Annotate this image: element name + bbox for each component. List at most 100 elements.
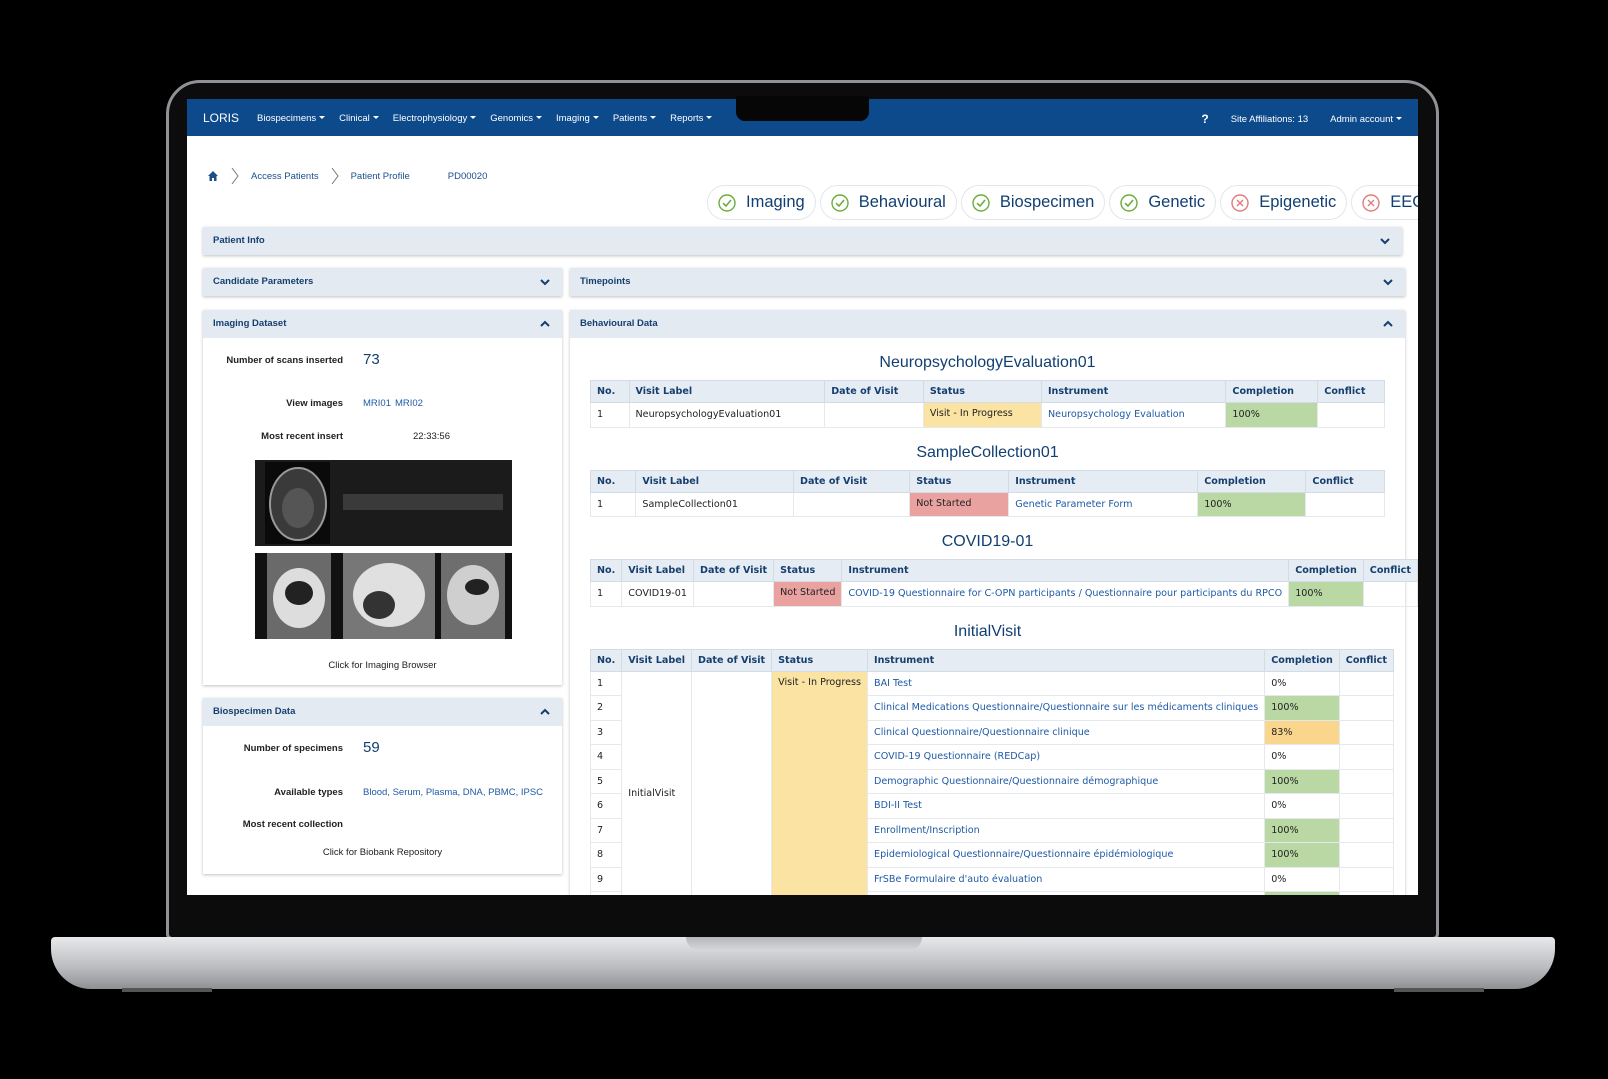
- panel-header[interactable]: Candidate Parameters: [203, 268, 562, 296]
- table-row: 1 InitialVisit Visit - In Progress BAI Test…: [589, 670, 1394, 895]
- cell-instrument[interactable]: Clinical Questionnaire/Questionnaire cli…: [867, 719, 1266, 745]
- cell-conflict: [1317, 402, 1385, 428]
- cell-conflict: [1338, 891, 1394, 895]
- menu-item[interactable]: Patients: [613, 113, 656, 124]
- cell-instrument[interactable]: MBI-C (OPN): [867, 891, 1266, 895]
- table-row: 1 SampleCollection01 Not Started Genetic Pa…: [589, 491, 1385, 517]
- cell-instrument[interactable]: Genetic Parameter Form: [1008, 491, 1199, 517]
- menu-item[interactable]: Electrophysiology: [393, 113, 476, 124]
- cell-conflict: [1362, 581, 1418, 607]
- cell-instrument[interactable]: Neuropsychology Evaluation: [1040, 402, 1227, 428]
- caret: [1383, 320, 1393, 327]
- cell-instrument[interactable]: COVID-19 Questionnaire for C-OPN partici…: [841, 581, 1290, 607]
- cross-icon: [1362, 193, 1380, 212]
- cell-instrument[interactable]: Clinical Medications Questionnaire/Quest…: [867, 695, 1266, 721]
- modality-badge: Imaging: [707, 185, 816, 220]
- table-body: 1 InitialVisit Visit - In Progress BAI Test…: [589, 670, 1394, 895]
- field-label: Available types: [274, 787, 343, 798]
- cell-no: 1: [589, 491, 637, 517]
- menu-item[interactable]: Genomics: [490, 113, 542, 124]
- cell-completion: 100%: [1197, 491, 1307, 517]
- header-row: No. Visit Label Date of Visit Status Instrum…: [589, 648, 1394, 672]
- imaging-browser-link[interactable]: Click for Imaging Browser: [328, 660, 437, 671]
- cell-instrument[interactable]: BAI Test: [867, 670, 1266, 696]
- panel-header[interactable]: Timepoints: [570, 268, 1405, 296]
- cell-conflict: [1305, 491, 1385, 517]
- modality-badges: Imaging Behavioural Biospecimen Genetic Epig…: [707, 185, 1418, 220]
- image-link[interactable]: MRI02: [394, 398, 423, 409]
- modality-badge: Epigenetic: [1220, 185, 1348, 220]
- cell-status: Not Started: [773, 581, 843, 607]
- column-header: Status: [771, 648, 869, 672]
- cell-completion: 0%: [1264, 866, 1340, 892]
- column-header: No.: [590, 380, 630, 403]
- table-row: 5 Demographic Questionnaire/Questionnaire…: [589, 768, 1394, 794]
- panel-header[interactable]: Behavioural Data: [570, 310, 1405, 338]
- menu-item[interactable]: Imaging: [556, 113, 599, 124]
- visit-table: No. Visit Label Date of Visit Status Instrum…: [589, 559, 1418, 607]
- column-header: No.: [589, 559, 623, 582]
- scan-image[interactable]: [255, 460, 512, 546]
- specimen-types[interactable]: Blood, Serum, Plasma, DNA, PBMC, IPSC: [363, 787, 544, 798]
- biobank-link[interactable]: Click for Biobank Repository: [322, 847, 443, 858]
- crumb[interactable]: Access Patients: [251, 170, 319, 182]
- image-link[interactable]: MRI01: [363, 398, 391, 409]
- cell-no: 5: [589, 768, 623, 794]
- cell-instrument[interactable]: Enrollment/Inscription: [867, 817, 1266, 843]
- help[interactable]: ?: [1201, 112, 1209, 126]
- menu-item[interactable]: Clinical: [339, 113, 379, 124]
- panel-title: Biospecimen Data: [213, 706, 296, 717]
- behavioural-tables: NeuropsychologyEvaluation01 No. Visit Labe…: [570, 338, 1418, 895]
- site-affiliations[interactable]: Site Affiliations: 13: [1230, 113, 1309, 125]
- panel-title: Behavioural Data: [580, 318, 658, 329]
- column-header: Completion: [1264, 648, 1340, 672]
- modality-badge: EEG: [1351, 185, 1418, 220]
- cell-conflict: [1338, 695, 1394, 721]
- cell-completion: 100%: [1264, 817, 1340, 843]
- cell-instrument[interactable]: Demographic Questionnaire/Questionnaire …: [867, 768, 1266, 794]
- laptop-foot: [122, 988, 212, 992]
- home-icon[interactable]: [207, 170, 219, 182]
- image-links: MRI01 MRI02: [363, 398, 423, 409]
- cell-instrument[interactable]: COVID-19 Questionnaire (REDCap): [867, 744, 1266, 770]
- check-icon: [972, 193, 990, 212]
- menu-item[interactable]: Biospecimens: [257, 113, 325, 124]
- panel-header[interactable]: Patient Info: [203, 227, 1402, 255]
- modality-label: Genetic: [1148, 193, 1206, 211]
- modality-label: Biospecimen: [999, 193, 1095, 211]
- table-title: COVID19-01: [941, 533, 1034, 550]
- table-head: No. Visit Label Date of Visit Status Instrum…: [590, 380, 1385, 403]
- panel-header[interactable]: Imaging Dataset: [203, 310, 562, 338]
- check-icon: [831, 193, 849, 212]
- cell-completion: 83%: [1264, 719, 1340, 745]
- cell-no: 1: [589, 581, 623, 607]
- cell-no: 1: [590, 402, 630, 428]
- field-label: Number of scans inserted: [226, 355, 343, 366]
- visit-table: No. Visit Label Date of Visit Status Instrum…: [589, 648, 1394, 895]
- cell-visit-label: COVID19-01: [621, 581, 695, 607]
- scan-image[interactable]: [255, 553, 512, 639]
- biospecimen-panel: Biospecimen Data Number of specimens 59 …: [203, 698, 562, 874]
- cell-instrument[interactable]: Epidemiological Questionnaire/Questionna…: [867, 842, 1266, 868]
- check-icon: [718, 193, 736, 212]
- table-row: 3 Clinical Questionnaire/Questionnaire cl…: [589, 719, 1394, 745]
- crumb[interactable]: Patient Profile: [350, 170, 410, 182]
- cell-conflict: [1338, 768, 1394, 794]
- cell-no: 8: [589, 842, 623, 868]
- brand[interactable]: LORIS: [203, 111, 240, 125]
- column-header: Visit Label: [621, 648, 692, 672]
- column-header: Instrument: [867, 648, 1266, 672]
- cell-instrument[interactable]: BDI-II Test: [867, 793, 1266, 819]
- table-title: InitialVisit: [953, 622, 1022, 640]
- cell-instrument[interactable]: FrSBe Formulaire d'auto évaluation: [867, 866, 1266, 892]
- cell-date: [690, 670, 773, 895]
- table-title: SampleCollection01: [916, 443, 1059, 461]
- field-label: Most recent collection: [242, 819, 343, 830]
- field-label: View images: [286, 398, 343, 409]
- account[interactable]: Admin account: [1330, 114, 1402, 125]
- column-header: Instrument: [1008, 469, 1199, 493]
- panel-header[interactable]: Biospecimen Data: [203, 698, 562, 726]
- menu-item[interactable]: Reports: [670, 113, 712, 124]
- header-row: No. Visit Label Date of Visit Status Instrum…: [590, 380, 1385, 403]
- cell-completion: 100%: [1264, 842, 1340, 868]
